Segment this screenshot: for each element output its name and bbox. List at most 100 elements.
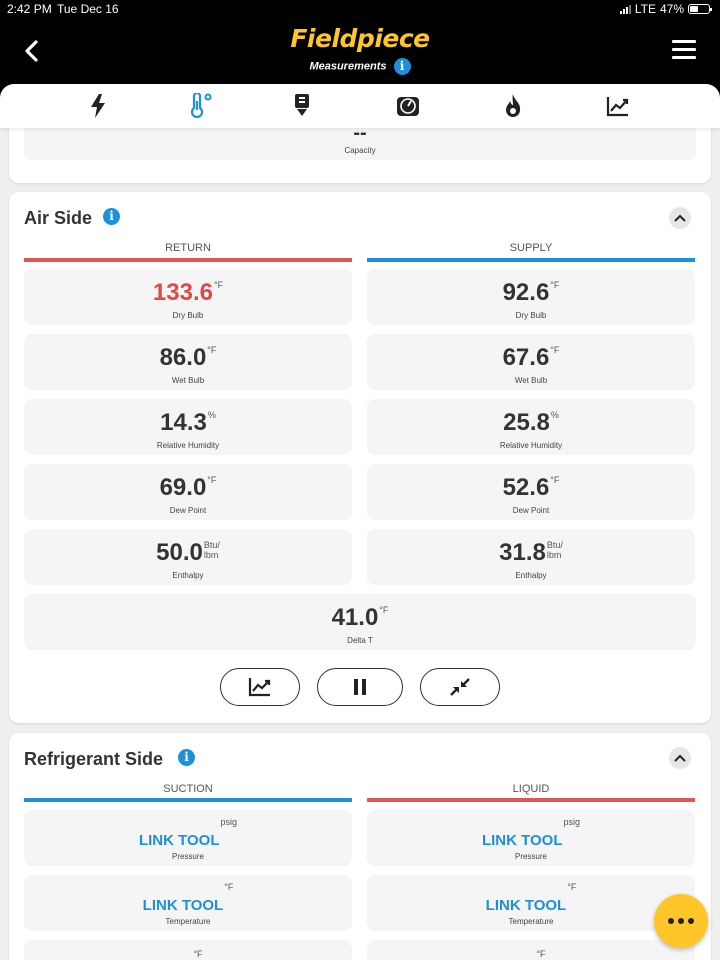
pause-icon <box>354 679 366 695</box>
reading-value: 52.6 <box>502 474 550 501</box>
return-color-bar <box>24 258 352 262</box>
reading-unit: °F <box>379 605 389 615</box>
supply-color-bar <box>367 258 695 262</box>
graph-button[interactable] <box>220 668 300 706</box>
reading-unit: °F <box>550 280 560 290</box>
supply-enthalpy-tile[interactable]: 31.8Btu/lbm Enthalpy <box>367 529 695 585</box>
capacity-label: Capacity <box>344 146 376 155</box>
reading-value: 14.3 <box>160 409 207 436</box>
suction-color-bar <box>24 798 352 802</box>
reading-label: Dew Point <box>512 506 550 515</box>
supply-dry-bulb-tile[interactable]: 92.6°F Dry Bulb <box>367 269 695 325</box>
thermometer-icon <box>190 93 212 119</box>
reading-label: Temperature <box>165 917 211 926</box>
reading-value: 50.0 <box>156 539 203 566</box>
suction-column-header: SUCTION <box>163 783 213 795</box>
air-side-card: Air Side i RETURN SUPPLY 133.6°F Dry Bul… <box>9 192 711 723</box>
liquid-color-bar <box>367 798 695 802</box>
download-doc-icon <box>295 94 309 116</box>
liquid-pressure-tile[interactable]: LINK TOOLpsig Pressure <box>367 810 695 866</box>
reading-unit: °F <box>550 475 560 485</box>
tab-gauge[interactable] <box>394 92 422 120</box>
page-subtitle-text: Measurements <box>309 60 387 73</box>
reading-label: Relative Humidity <box>499 441 563 450</box>
reading-value: 41.0 <box>331 604 379 631</box>
collapse-air-side-button[interactable] <box>669 207 691 229</box>
reading-value: 69.0 <box>159 474 207 501</box>
supply-dew-point-tile[interactable]: 52.6°F Dew Point <box>367 464 695 520</box>
liquid-temperature-tile[interactable]: LINK TOOL°F Temperature <box>367 875 695 931</box>
suction-next-tile[interactable]: °F <box>24 940 352 960</box>
link-tool-link[interactable]: LINK TOOL <box>138 832 220 849</box>
reading-label: Wet Bulb <box>171 376 205 385</box>
reading-unit: °F <box>567 882 577 892</box>
reading-label: Pressure <box>171 852 204 861</box>
tab-download[interactable] <box>288 92 316 120</box>
reading-label: Dry Bulb <box>515 311 547 320</box>
reading-unit: °F <box>224 882 234 892</box>
tab-trends[interactable] <box>604 92 632 120</box>
page-subtitle: Measurements i <box>0 58 720 75</box>
suction-temperature-tile[interactable]: LINK TOOL°F Temperature <box>24 875 352 931</box>
reading-label: Enthalpy <box>172 571 204 580</box>
battery-icon <box>688 4 712 14</box>
link-tool-link[interactable]: LINK TOOL <box>481 832 563 849</box>
reading-label: Pressure <box>514 852 547 861</box>
reading-value: 86.0 <box>159 344 207 371</box>
reading-unit: % <box>207 410 216 420</box>
return-column-header: RETURN <box>165 242 211 254</box>
supply-wet-bulb-tile[interactable]: 67.6°F Wet Bulb <box>367 334 695 390</box>
back-button[interactable] <box>20 38 44 64</box>
reading-label: Dry Bulb <box>172 311 204 320</box>
return-humidity-tile[interactable]: 14.3% Relative Humidity <box>24 399 352 455</box>
info-icon[interactable]: i <box>178 749 195 766</box>
return-dry-bulb-tile[interactable]: 133.6°F Dry Bulb <box>24 269 352 325</box>
delta-t-tile[interactable]: 41.0°F Delta T <box>24 594 696 650</box>
status-time: 2:42 PM <box>7 2 52 16</box>
return-enthalpy-tile[interactable]: 50.0Btu/lbm Enthalpy <box>24 529 352 585</box>
fieldpiece-logo: Fieldpiece <box>290 24 430 53</box>
info-icon[interactable]: i <box>103 208 120 225</box>
supply-column-header: SUPPLY <box>509 242 553 254</box>
menu-button[interactable] <box>672 40 696 62</box>
reading-value: 25.8 <box>503 409 550 436</box>
collapse-view-button[interactable] <box>420 668 500 706</box>
flame-icon <box>506 94 521 117</box>
tab-combustion[interactable] <box>499 92 527 120</box>
refrigerant-side-title: Refrigerant Side <box>24 749 164 769</box>
battery-percent: 47% <box>659 2 684 16</box>
more-options-button[interactable] <box>654 894 708 948</box>
reading-label: Enthalpy <box>515 571 547 580</box>
network-label: LTE <box>634 2 656 16</box>
reading-label: Delta T <box>347 636 373 645</box>
app-header: 2:42 PM Tue Dec 16 LTE 47% Fieldpiece Me… <box>0 0 720 98</box>
return-wet-bulb-tile[interactable]: 86.0°F Wet Bulb <box>24 334 352 390</box>
trend-chart-icon <box>248 678 271 697</box>
tab-temperature[interactable] <box>187 92 215 120</box>
air-side-title: Air Side <box>24 208 93 228</box>
reading-unit: °F <box>193 949 203 959</box>
liquid-next-tile[interactable]: °F <box>367 940 695 960</box>
status-bar: 2:42 PM Tue Dec 16 LTE 47% <box>0 0 720 18</box>
reading-unit: psig <box>563 817 581 827</box>
pause-button[interactable] <box>317 668 403 706</box>
tab-bar <box>0 84 720 128</box>
chevron-up-icon <box>674 214 686 222</box>
reading-label: Dew Point <box>169 506 207 515</box>
info-icon[interactable]: i <box>393 58 411 75</box>
return-dew-point-tile[interactable]: 69.0°F Dew Point <box>24 464 352 520</box>
reading-unit: °F <box>550 345 560 355</box>
reading-value: 133.6 <box>152 279 213 306</box>
status-right: LTE 47% <box>619 2 712 16</box>
suction-pressure-tile[interactable]: LINK TOOLpsig Pressure <box>24 810 352 866</box>
liquid-column-header: LIQUID <box>512 783 550 795</box>
reading-unit: °F <box>207 475 217 485</box>
link-tool-link[interactable]: LINK TOOL <box>142 897 224 914</box>
reading-unit: Btu/lbm <box>546 540 563 560</box>
supply-humidity-tile[interactable]: 25.8% Relative Humidity <box>367 399 695 455</box>
link-tool-link[interactable]: LINK TOOL <box>485 897 567 914</box>
collapse-refrigerant-side-button[interactable] <box>669 747 691 769</box>
reading-unit: Btu/lbm <box>203 540 220 560</box>
tab-electrical[interactable] <box>84 92 112 120</box>
refrigerant-side-card: Refrigerant Side i SUCTION LIQUID LINK T… <box>9 733 711 960</box>
